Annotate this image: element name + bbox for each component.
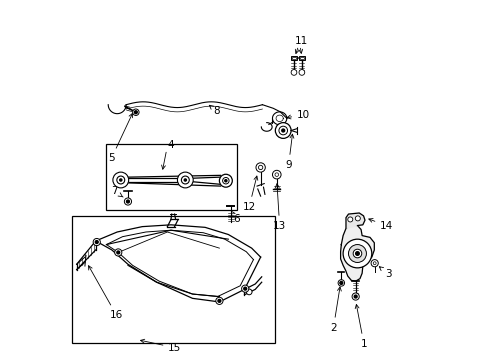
Circle shape <box>132 109 139 116</box>
Circle shape <box>274 173 278 176</box>
Circle shape <box>246 289 251 295</box>
Text: 15: 15 <box>167 343 181 353</box>
Text: 4: 4 <box>167 140 174 150</box>
Circle shape <box>372 262 375 265</box>
Text: 12: 12 <box>242 176 257 212</box>
Circle shape <box>355 216 360 221</box>
Circle shape <box>177 172 193 188</box>
Text: 1: 1 <box>354 305 366 349</box>
Circle shape <box>115 249 122 256</box>
Circle shape <box>290 69 296 75</box>
Circle shape <box>339 282 342 284</box>
Circle shape <box>222 177 228 184</box>
Text: 3: 3 <box>379 267 391 279</box>
Text: 8: 8 <box>209 105 220 116</box>
Circle shape <box>244 287 246 290</box>
Bar <box>298 56 304 60</box>
Text: 10: 10 <box>286 110 309 120</box>
Circle shape <box>347 217 352 222</box>
Text: 5: 5 <box>108 113 132 163</box>
Circle shape <box>184 179 186 181</box>
Circle shape <box>255 163 265 172</box>
Text: 16: 16 <box>88 266 123 320</box>
Circle shape <box>219 174 232 187</box>
Circle shape <box>117 251 120 254</box>
Circle shape <box>120 179 122 181</box>
Circle shape <box>281 129 284 132</box>
Circle shape <box>134 111 137 114</box>
Circle shape <box>370 260 378 267</box>
Circle shape <box>95 240 98 243</box>
Circle shape <box>355 252 359 255</box>
Circle shape <box>352 249 361 258</box>
Bar <box>299 57 304 59</box>
Circle shape <box>218 300 221 302</box>
Circle shape <box>124 198 131 205</box>
Circle shape <box>117 176 124 184</box>
Circle shape <box>353 295 356 298</box>
Circle shape <box>113 172 128 188</box>
Text: 13: 13 <box>272 184 285 231</box>
Polygon shape <box>346 213 364 228</box>
Bar <box>106 144 237 211</box>
Text: 2: 2 <box>329 287 341 333</box>
Circle shape <box>126 200 129 203</box>
Bar <box>291 57 296 59</box>
Text: 14: 14 <box>368 219 393 231</box>
Bar <box>290 56 296 60</box>
Circle shape <box>93 238 100 246</box>
Circle shape <box>272 170 281 179</box>
Circle shape <box>348 244 366 262</box>
Polygon shape <box>340 225 373 281</box>
Circle shape <box>224 180 226 182</box>
Circle shape <box>181 176 189 184</box>
Circle shape <box>337 280 344 286</box>
Text: 9: 9 <box>285 134 293 170</box>
Circle shape <box>298 69 304 75</box>
Circle shape <box>215 297 223 305</box>
Circle shape <box>343 239 371 268</box>
Text: 6: 6 <box>231 211 240 224</box>
Circle shape <box>351 293 359 300</box>
Circle shape <box>241 285 248 292</box>
Circle shape <box>275 123 290 138</box>
Circle shape <box>258 165 262 170</box>
Text: 7: 7 <box>111 186 123 197</box>
Bar <box>72 216 274 343</box>
Circle shape <box>278 126 287 135</box>
Text: 11: 11 <box>294 36 307 46</box>
